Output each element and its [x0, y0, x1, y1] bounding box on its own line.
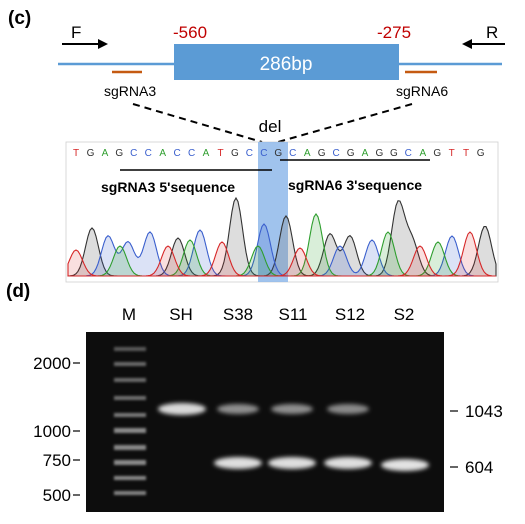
forward-primer-arrow [62, 39, 108, 49]
sequence-base-18: C [332, 148, 339, 159]
band-label-604: 604 [465, 458, 493, 477]
ladder-label-1000: 1000 [33, 422, 71, 441]
ladder-label-500: 500 [43, 486, 71, 505]
sgrna3-sequence-label: sgRNA3 5'sequence [101, 179, 235, 195]
sequence-base-9: A [203, 148, 210, 159]
sequence-base-11: G [231, 148, 239, 159]
sequence-base-5: C [145, 148, 152, 159]
sequence-base-6: A [159, 148, 166, 159]
lane-label-sh: SH [169, 305, 193, 324]
band-s12-1043 [327, 404, 369, 414]
sequence-base-19: G [347, 148, 355, 159]
chromatogram-trace-3 [67, 231, 496, 277]
band-label-1043: 1043 [465, 402, 503, 421]
band-s11-1043 [271, 404, 313, 414]
sequence-base-8: C [188, 148, 195, 159]
forward-primer-label: F [71, 23, 81, 42]
lane-label-s11: S11 [279, 305, 308, 324]
marker-ladder [114, 347, 146, 495]
deletion-size-label: 286bp [260, 54, 313, 75]
sgrna3-label: sgRNA3 [104, 83, 156, 99]
deleted-region-box [174, 44, 399, 80]
panel-c-label: (c) [8, 8, 31, 29]
chromatogram-traces [67, 196, 497, 277]
sequence-base-28: G [477, 148, 485, 159]
junction-highlight [258, 142, 288, 282]
ladder-label-750: 750 [43, 451, 71, 470]
sequence-base-20: A [362, 148, 369, 159]
reverse-primer-arrow [462, 39, 505, 49]
ladder-label-2000: 2000 [33, 354, 71, 373]
sequence-base-1: G [87, 148, 95, 159]
lane-label-s38: S38 [223, 305, 253, 324]
lane-label-s2: S2 [394, 305, 415, 324]
sgrna6-sequence-label: sgRNA6 3'sequence [288, 177, 422, 193]
sequence-base-21: G [376, 148, 384, 159]
sequence-base-23: C [405, 148, 412, 159]
sequence-base-3: G [115, 148, 123, 159]
sequence-base-12: C [246, 148, 253, 159]
sequence-base-14: G [274, 148, 282, 159]
sequence-base-4: C [130, 148, 137, 159]
sequence-base-15: C [289, 148, 296, 159]
sequence-base-17: G [318, 148, 326, 159]
sequence-base-22: G [390, 148, 398, 159]
sequence-base-2: A [102, 148, 109, 159]
band-s12-604 [324, 457, 372, 469]
band-s38-1043 [217, 404, 259, 414]
sequence-base-0: T [73, 148, 79, 159]
sequence-base-27: T [463, 148, 469, 159]
panel-d-label: (d) [6, 281, 30, 302]
reverse-primer-label: R [486, 23, 498, 42]
position-right: -275 [377, 23, 411, 42]
left-dashed-connector [132, 103, 263, 143]
sequence-base-16: A [304, 148, 311, 159]
right-dashed-connector [277, 103, 413, 143]
sequence-base-24: A [419, 148, 426, 159]
gel-bands [158, 403, 429, 471]
sequence-base-10: T [217, 148, 223, 159]
deletion-label: del [259, 117, 282, 136]
band-s11-604 [268, 457, 316, 469]
sequence-base-7: C [173, 148, 180, 159]
band-sh-1043 [158, 403, 206, 415]
sequence-base-25: G [433, 148, 441, 159]
band-s2-604 [381, 459, 429, 471]
band-s38-604 [214, 457, 262, 469]
lane-label-m: M [122, 305, 136, 324]
gel-image [86, 332, 444, 512]
lane-label-s12: S12 [335, 305, 365, 324]
sequence-base-26: T [449, 148, 455, 159]
position-left: -560 [173, 23, 207, 42]
sequence-base-13: C [260, 148, 267, 159]
sgrna6-label: sgRNA6 [396, 83, 448, 99]
